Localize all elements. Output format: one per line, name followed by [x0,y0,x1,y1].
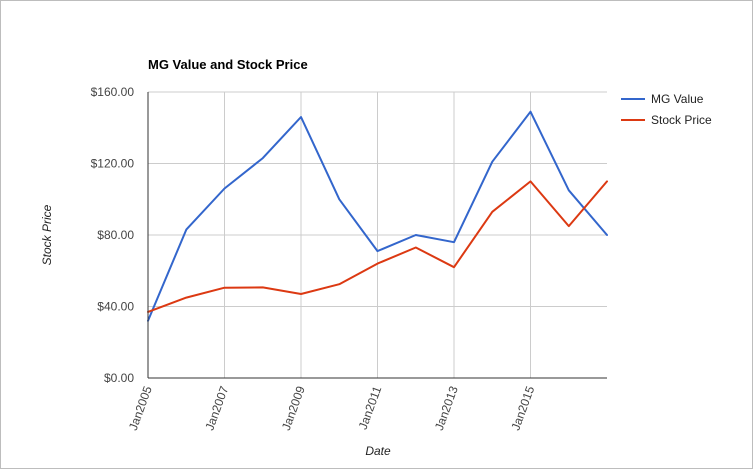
x-tick-label: Jan2013 [432,384,461,432]
legend: MG Value Stock Price [621,92,712,127]
series-layer [147,110,608,322]
x-axis-title: Date [365,444,391,458]
y-tick-label: $0.00 [104,371,134,385]
y-tick-label: $160.00 [91,85,135,99]
axes: $0.00 $40.00 $80.00 $120.00 $160.00 Jan2005 Ja… [91,85,607,432]
legend-label: MG Value [651,92,704,106]
y-tick-label: $40.00 [97,300,134,314]
x-tick-label: Jan2011 [356,384,385,432]
y-tick-label: $120.00 [91,157,135,171]
x-tick-label: Jan2009 [279,384,308,432]
x-tick-label: Jan2007 [202,384,231,432]
chart-title: MG Value and Stock Price [148,57,308,72]
x-tick-label: Jan2015 [508,384,537,432]
series-line-stock-price [147,180,608,313]
y-axis-title: Stock Price [40,204,54,265]
grid [148,91,607,378]
legend-label: Stock Price [651,113,712,127]
x-tick-label: Jan2005 [126,384,155,432]
y-tick-label: $80.00 [97,228,134,242]
series-line-mg-value [147,110,608,322]
